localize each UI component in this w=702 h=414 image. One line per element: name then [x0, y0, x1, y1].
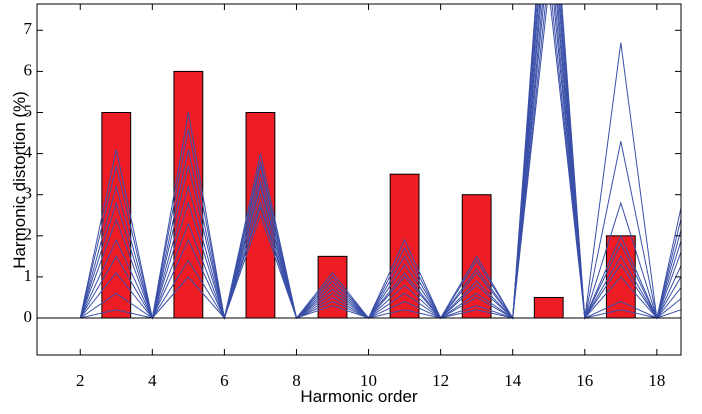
bar — [533, 296, 564, 319]
y-tick-label: 2 — [24, 225, 33, 244]
x-tick-label: 14 — [504, 371, 522, 390]
x-tick-label: 4 — [148, 371, 157, 390]
x-tick-label: 8 — [292, 371, 301, 390]
y-tick-label: 5 — [24, 101, 33, 120]
y-tick-label: 0 — [24, 307, 33, 326]
bar — [389, 173, 420, 319]
x-tick-label: 12 — [432, 371, 449, 390]
y-axis-label: Harmonic distortion (%) — [10, 91, 29, 269]
x-axis-label: Harmonic order — [300, 387, 417, 406]
x-tick-label: 16 — [576, 371, 593, 390]
y-tick-label: 6 — [24, 60, 33, 79]
y-tick-label: 3 — [24, 184, 33, 203]
bar — [101, 112, 132, 319]
x-tick-label: 10 — [360, 371, 377, 390]
x-tick-label: 6 — [220, 371, 229, 390]
axes-frame — [36, 3, 682, 356]
y-tick-label: 1 — [24, 266, 33, 285]
y-tick-label: 4 — [24, 143, 33, 162]
y-tick-label: 7 — [24, 19, 33, 38]
x-tick-label: 18 — [648, 371, 665, 390]
plot-area — [37, 4, 681, 320]
distortion-line — [44, 4, 681, 320]
x-tick-label: 2 — [76, 371, 85, 390]
